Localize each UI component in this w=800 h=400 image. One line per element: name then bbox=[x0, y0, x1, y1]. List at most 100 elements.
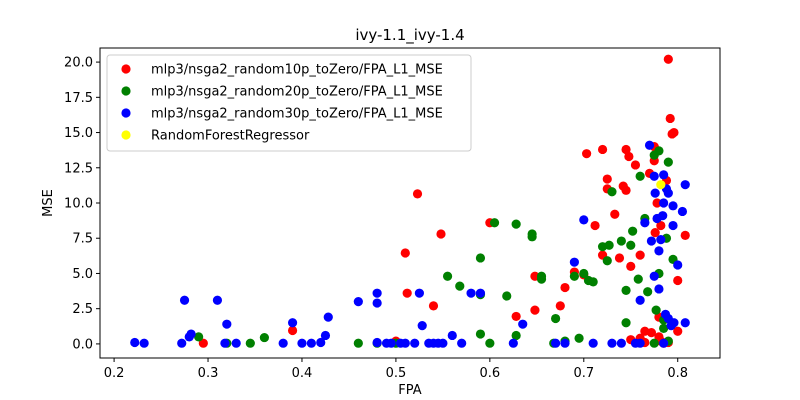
data-point-series-2 bbox=[455, 281, 465, 291]
data-point-series-3 bbox=[669, 318, 679, 328]
data-point-series-2 bbox=[621, 285, 631, 295]
x-axis: 0.2 0.3 0.4 0.5 0.6 0.7 0.8 bbox=[104, 358, 688, 381]
data-point-series-2 bbox=[527, 229, 537, 239]
data-point-series-2 bbox=[502, 291, 512, 301]
data-point-series-3 bbox=[649, 171, 659, 181]
data-point-series-2 bbox=[654, 146, 664, 156]
data-point-series-3 bbox=[386, 338, 396, 348]
data-point-series-3 bbox=[287, 318, 298, 328]
data-point-series-1 bbox=[680, 230, 690, 241]
data-point-series-3 bbox=[475, 288, 486, 298]
data-point-series-3 bbox=[323, 312, 333, 322]
data-point-series-3 bbox=[668, 220, 678, 231]
data-point-series-2 bbox=[633, 274, 643, 284]
legend-marker bbox=[121, 130, 131, 140]
y-tick-label: 2.5 bbox=[72, 302, 93, 317]
data-point-series-3 bbox=[372, 298, 382, 308]
data-point-series-3 bbox=[673, 260, 683, 270]
y-tick-label: 15.0 bbox=[64, 126, 93, 141]
data-point-series-2 bbox=[574, 333, 584, 343]
data-point-series-3 bbox=[659, 170, 669, 180]
x-tick-label: 0.7 bbox=[573, 366, 594, 381]
data-point-series-1 bbox=[400, 248, 410, 258]
data-point-series-1 bbox=[582, 149, 592, 159]
data-point-series-3 bbox=[654, 246, 664, 256]
data-point-series-3 bbox=[579, 215, 589, 225]
data-point-series-3 bbox=[316, 337, 326, 348]
legend-label: mlp3/nsga2_random10p_toZero/FPA_L1_MSE bbox=[151, 63, 443, 78]
data-point-series-3 bbox=[414, 288, 424, 298]
data-point-series-3 bbox=[466, 288, 476, 298]
data-point-series-4 bbox=[656, 180, 666, 190]
data-point-series-2 bbox=[475, 329, 486, 339]
data-point-series-2 bbox=[607, 187, 617, 197]
data-point-series-3 bbox=[650, 188, 660, 198]
data-point-series-2 bbox=[663, 157, 673, 167]
data-point-series-3 bbox=[410, 338, 420, 348]
data-point-series-3 bbox=[220, 338, 230, 348]
data-point-series-1 bbox=[621, 144, 631, 155]
data-point-series-3 bbox=[607, 338, 617, 348]
data-point-series-3 bbox=[508, 338, 518, 348]
legend-box bbox=[106, 54, 472, 152]
data-point-series-2 bbox=[621, 318, 631, 328]
data-point-series-3 bbox=[353, 297, 363, 307]
data-point-series-3 bbox=[644, 140, 655, 150]
data-point-series-3 bbox=[659, 338, 669, 348]
data-point-series-3 bbox=[447, 330, 457, 341]
data-point-series-3 bbox=[680, 318, 690, 328]
data-point-series-2 bbox=[536, 274, 547, 284]
data-point-series-1 bbox=[555, 301, 565, 311]
data-point-series-1 bbox=[198, 338, 208, 348]
legend: mlp3/nsga2_random10p_toZero/FPA_L1_MSEml… bbox=[106, 54, 472, 152]
data-point-series-3 bbox=[646, 236, 657, 246]
data-point-series-3 bbox=[663, 188, 673, 198]
data-point-series-3 bbox=[231, 338, 241, 348]
data-point-series-1 bbox=[610, 209, 620, 219]
data-point-series-3 bbox=[668, 201, 678, 211]
data-point-series-1 bbox=[656, 220, 666, 231]
data-point-series-3 bbox=[680, 180, 690, 190]
data-point-series-3 bbox=[372, 337, 382, 348]
data-point-series-2 bbox=[245, 338, 255, 348]
data-point-series-2 bbox=[353, 338, 363, 348]
data-point-series-2 bbox=[511, 219, 521, 229]
y-tick-label: 17.5 bbox=[64, 91, 93, 106]
data-point-series-3 bbox=[658, 211, 668, 221]
data-point-series-3 bbox=[569, 257, 579, 267]
data-point-series-3 bbox=[560, 338, 570, 348]
x-tick-label: 0.6 bbox=[480, 366, 501, 381]
x-tick-label: 0.4 bbox=[292, 366, 313, 381]
data-point-series-2 bbox=[511, 330, 521, 341]
data-point-series-3 bbox=[297, 338, 307, 348]
data-point-series-1 bbox=[560, 282, 570, 293]
data-point-series-1 bbox=[673, 275, 683, 286]
y-tick-label: 0.0 bbox=[72, 337, 93, 352]
data-point-series-1 bbox=[511, 311, 521, 322]
y-tick-label: 12.5 bbox=[64, 161, 93, 176]
legend-label: mlp3/nsga2_random30p_toZero/FPA_L1_MSE bbox=[151, 107, 443, 122]
y-axis-label: MSE bbox=[41, 189, 56, 217]
data-point-series-2 bbox=[616, 236, 626, 246]
data-point-series-1 bbox=[412, 189, 423, 199]
data-point-series-1 bbox=[436, 229, 446, 239]
legend-label: RandomForestRegressor bbox=[151, 129, 310, 144]
data-point-series-3 bbox=[278, 338, 288, 348]
points-layer bbox=[130, 54, 690, 348]
data-point-series-2 bbox=[475, 253, 486, 263]
y-axis: 0.0 2.5 5.0 7.5 10.0 12.5 15.0 17.5 20.0 bbox=[64, 56, 100, 352]
x-tick-label: 0.5 bbox=[386, 366, 407, 381]
x-axis-label: FPA bbox=[398, 383, 421, 398]
chart-title: ivy-1.1_ivy-1.4 bbox=[355, 26, 464, 45]
data-point-series-3 bbox=[179, 295, 190, 305]
data-point-series-3 bbox=[400, 338, 410, 348]
data-point-series-3 bbox=[139, 338, 149, 348]
data-point-series-3 bbox=[677, 206, 688, 217]
data-point-series-3 bbox=[551, 338, 561, 348]
data-point-series-3 bbox=[649, 271, 659, 281]
legend-marker bbox=[121, 64, 131, 74]
data-point-series-1 bbox=[428, 301, 439, 311]
y-tick-label: 7.5 bbox=[72, 232, 93, 247]
data-point-series-2 bbox=[442, 271, 453, 281]
